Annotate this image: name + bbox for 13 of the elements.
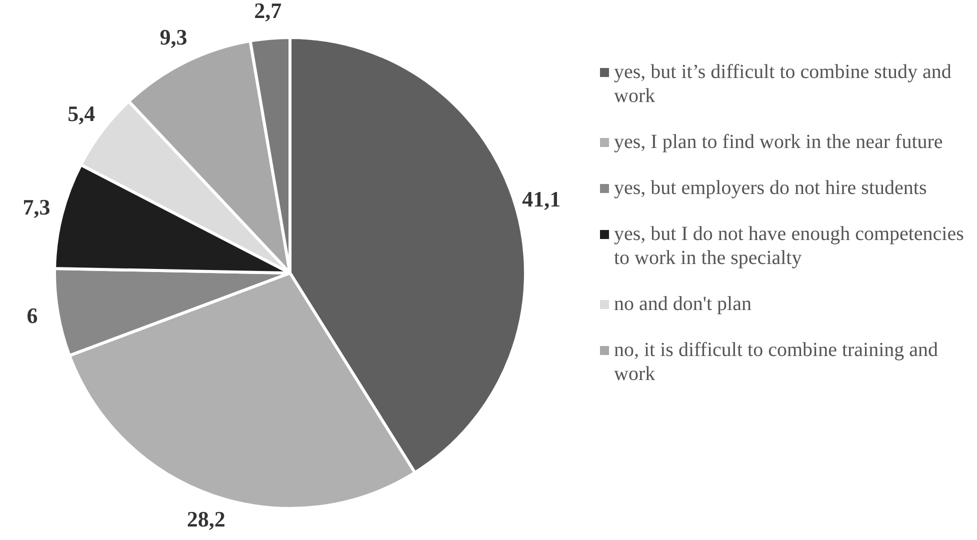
data-label: 7,3: [22, 194, 50, 220]
legend-label: yes, but employers do not hire students: [614, 176, 927, 200]
legend-label: yes, but I do not have enough competencies to work in the specialty: [614, 222, 965, 270]
legend-label: yes, I plan to find work in the near future: [614, 130, 943, 154]
data-label: 2,7: [254, 0, 282, 24]
legend-label: no and don't plan: [614, 292, 752, 316]
data-label: 28,2: [186, 506, 226, 532]
legend-label: no, it is difficult to combine training and work: [614, 338, 940, 386]
data-label: 41,1: [522, 186, 561, 212]
legend-label: yes, but it’s difficult to combine study and work: [614, 60, 952, 108]
data-label: 9,3: [160, 24, 188, 50]
data-label: 5,4: [68, 101, 96, 126]
data-label: 6: [26, 302, 38, 328]
